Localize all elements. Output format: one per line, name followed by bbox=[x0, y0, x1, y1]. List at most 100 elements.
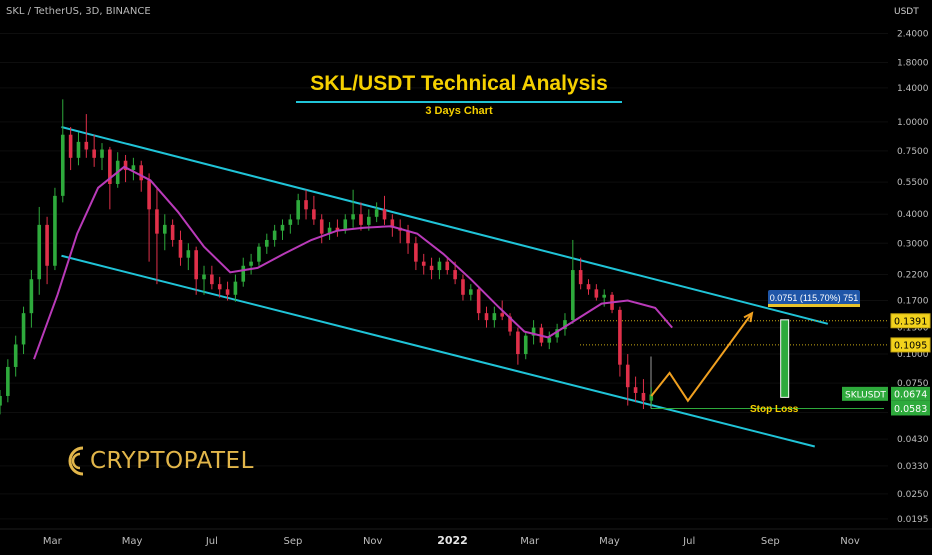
candle-body bbox=[500, 313, 504, 317]
price-tag-label: 0.1391 bbox=[894, 316, 927, 327]
candle-body bbox=[13, 344, 18, 367]
channel-lower-line bbox=[61, 254, 816, 448]
time-axis-tick-label: Nov bbox=[840, 536, 860, 547]
price-axis-tick-label: 0.1700 bbox=[897, 297, 929, 307]
candle-body bbox=[76, 141, 81, 158]
price-tag bbox=[891, 401, 930, 416]
candle-body bbox=[374, 209, 379, 217]
candle-body bbox=[241, 265, 246, 282]
candle-body bbox=[257, 246, 261, 262]
candle-body bbox=[335, 227, 340, 231]
candle-body bbox=[272, 230, 277, 240]
candle-body bbox=[155, 209, 159, 234]
time-axis-tick-label: Jul bbox=[682, 536, 695, 547]
price-axis-background bbox=[888, 0, 932, 550]
price-axis-tick-label: 0.1300 bbox=[897, 324, 929, 334]
candle-body bbox=[602, 294, 607, 298]
candle-body bbox=[618, 309, 622, 365]
candle-body bbox=[100, 149, 104, 158]
symbol-tag-label: SKLUSDT bbox=[845, 390, 886, 400]
candle-body bbox=[37, 224, 42, 280]
time-axis-tick-label: Sep bbox=[761, 536, 780, 547]
candle-body bbox=[210, 274, 214, 285]
candle-body bbox=[343, 219, 348, 231]
candle-body bbox=[359, 214, 363, 225]
price-axis-tick-label: 0.1000 bbox=[897, 350, 929, 360]
candle-body bbox=[414, 243, 418, 262]
chart-title: SKL/USDT Technical Analysis bbox=[310, 72, 608, 95]
candle-body bbox=[108, 149, 112, 184]
candle-body bbox=[60, 134, 65, 196]
candle-body bbox=[202, 274, 206, 280]
candle-body bbox=[21, 313, 26, 345]
candle-body bbox=[162, 224, 167, 234]
brand-logo: CRYPTOPATEL bbox=[64, 444, 254, 478]
candle-body bbox=[123, 160, 128, 171]
candle-body bbox=[0, 395, 2, 406]
moving-average-line bbox=[33, 165, 673, 360]
price-axis-unit: USDT bbox=[894, 7, 919, 17]
price-axis[interactable]: USDT 2.4000 1.8000 1.4000 1.0000 0.7500 0.5500… bbox=[888, 0, 932, 550]
candle-body bbox=[476, 289, 481, 314]
brand-logo-text: CRYPTOPATEL bbox=[90, 448, 254, 474]
target-bar-layer bbox=[780, 319, 790, 398]
candle-body bbox=[453, 270, 457, 280]
time-axis-tick-label: Sep bbox=[284, 536, 303, 547]
projection-layer bbox=[650, 311, 754, 403]
candle-body bbox=[406, 230, 410, 244]
price-tag bbox=[891, 386, 930, 401]
candle-body bbox=[327, 227, 332, 234]
candle-body bbox=[53, 195, 57, 266]
candle-body bbox=[351, 214, 355, 220]
candle-body bbox=[571, 270, 575, 321]
price-axis-tick-label: 0.0750 bbox=[897, 379, 929, 389]
channel-upper-line bbox=[61, 126, 829, 325]
price-axis-tick-label: 1.4000 bbox=[897, 84, 929, 94]
candle-body bbox=[625, 364, 630, 388]
candle-body bbox=[264, 239, 269, 247]
candle-body bbox=[586, 284, 591, 290]
chart-subtitle: 3 Days Chart bbox=[425, 105, 493, 117]
candle-body bbox=[296, 200, 300, 220]
candle-body bbox=[319, 219, 324, 234]
candle-body bbox=[186, 250, 191, 258]
price-channel bbox=[61, 126, 829, 448]
price-axis-tick-label: 0.0250 bbox=[897, 490, 929, 500]
candle-body bbox=[649, 394, 654, 401]
price-axis-tick-label: 0.3000 bbox=[897, 239, 929, 249]
candle-body bbox=[304, 200, 308, 210]
candle-body bbox=[367, 216, 371, 225]
time-axis-tick-label: Mar bbox=[520, 536, 540, 547]
candle-body bbox=[225, 289, 230, 295]
price-axis-tick-label: 0.0195 bbox=[897, 515, 929, 525]
candle-body bbox=[484, 313, 489, 321]
target-label: 0.0751 (115.70%) 751 bbox=[768, 290, 860, 306]
moving-average-layer bbox=[33, 165, 673, 360]
candle-body bbox=[45, 224, 49, 266]
candle-body bbox=[312, 209, 316, 220]
target-bar bbox=[780, 319, 790, 398]
price-axis-tick-label: 0.2200 bbox=[897, 271, 929, 281]
price-tag-label: 0.0583 bbox=[894, 404, 927, 415]
price-axis-tick-label: 0.0330 bbox=[897, 462, 929, 472]
time-axis-tick-label: May bbox=[599, 536, 620, 547]
candle-body bbox=[421, 261, 426, 266]
candle-body bbox=[280, 224, 285, 231]
candle-body bbox=[390, 219, 395, 228]
price-tag-label: 0.1095 bbox=[894, 340, 927, 351]
candle-body bbox=[578, 270, 583, 285]
candle-body bbox=[563, 320, 567, 330]
candle-body bbox=[249, 261, 253, 266]
candle-body bbox=[523, 335, 528, 355]
projection-arrowhead bbox=[743, 311, 754, 323]
candle-body bbox=[469, 289, 473, 295]
candle-body bbox=[6, 366, 10, 396]
candle-body bbox=[29, 279, 34, 314]
time-axis-tick-label: May bbox=[122, 536, 143, 547]
candle-body bbox=[84, 141, 89, 150]
candle-body bbox=[92, 149, 96, 158]
time-axis[interactable]: Mar May Jul Sep Nov 2022 Mar May Jul Sep Nov bbox=[0, 528, 932, 547]
level-lines bbox=[296, 101, 888, 409]
